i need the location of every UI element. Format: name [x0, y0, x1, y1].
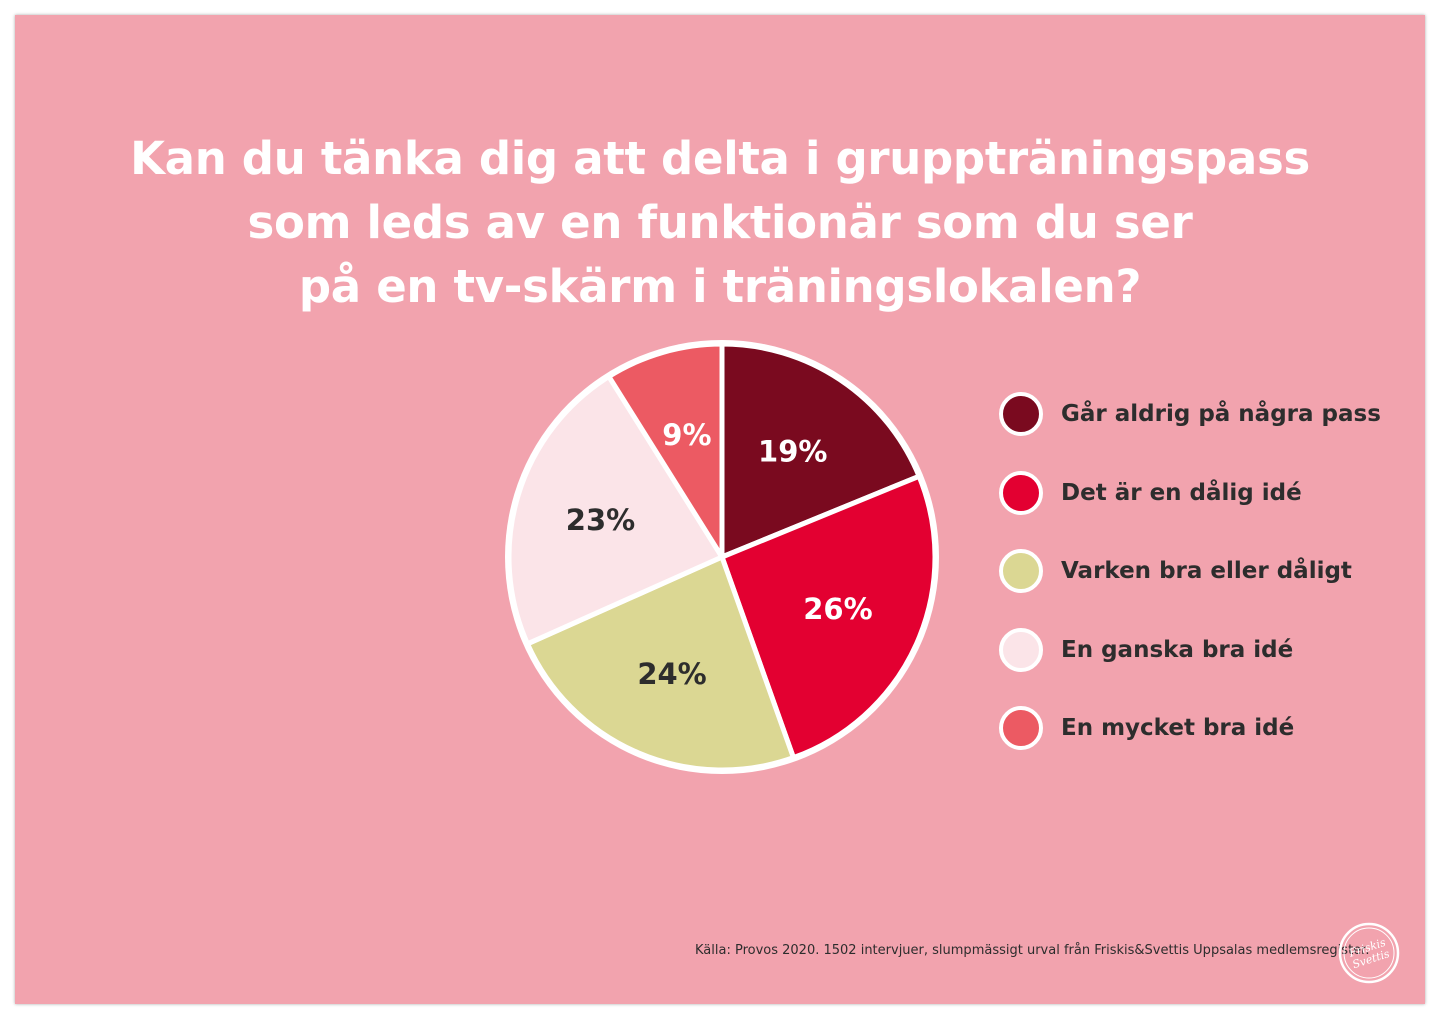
- pie-slice-label-4: 23%: [566, 503, 635, 537]
- legend-swatch-2: [999, 470, 1043, 515]
- legend-label-2: Det är en dålig idé: [1061, 479, 1302, 506]
- legend-swatch-5: [999, 706, 1043, 751]
- legend-swatch-4: [999, 627, 1043, 672]
- pie-slice-5: [606, 341, 725, 560]
- pie-slice-label-5: 9%: [662, 418, 711, 452]
- title-line-1: Kan du tänka dig att delta i grupptränin…: [130, 132, 1310, 185]
- pie-slice-1: [719, 341, 922, 560]
- legend-swatch-3: [999, 549, 1043, 594]
- legend: Går aldrig på några pass Det är en dålig …: [999, 375, 1381, 768]
- legend-label-1: Går aldrig på några pass: [1061, 401, 1381, 428]
- friskis-svettis-logo-icon: Friskis Svettis: [1338, 922, 1400, 984]
- pie-slice-2: [719, 473, 938, 761]
- legend-label-4: En ganska bra idé: [1061, 636, 1294, 663]
- legend-label-5: En mycket bra idé: [1061, 715, 1295, 742]
- legend-item-2: Det är en dålig idé: [999, 454, 1381, 533]
- title-line-3: på en tv-skärm i träningslokalen?: [298, 260, 1142, 313]
- legend-item-1: Går aldrig på några pass: [999, 375, 1381, 454]
- legend-item-3: Varken bra eller dåligt: [999, 532, 1381, 611]
- pie-chart: 19% 26% 24% 23% 9%: [505, 340, 939, 774]
- poster: Kan du tänka dig att delta i grupptränin…: [15, 15, 1425, 1004]
- legend-item-5: En mycket bra idé: [999, 689, 1381, 768]
- pie-slice-label-3: 24%: [637, 657, 706, 691]
- chart-title: Kan du tänka dig att delta i grupptränin…: [15, 127, 1425, 319]
- pie-slice-3: [525, 554, 796, 773]
- pie-slice-label-1: 19%: [758, 435, 827, 469]
- legend-swatch-1: [999, 392, 1043, 437]
- source-note: Källa: Provos 2020. 1502 intervjuer, slu…: [695, 943, 1370, 958]
- legend-item-4: En ganska bra idé: [999, 611, 1381, 690]
- legend-label-3: Varken bra eller dåligt: [1061, 558, 1352, 585]
- pie-slice-label-2: 26%: [803, 592, 872, 626]
- pie-slice-4: [506, 374, 725, 647]
- title-line-2: som leds av en funktionär som du ser: [247, 196, 1193, 249]
